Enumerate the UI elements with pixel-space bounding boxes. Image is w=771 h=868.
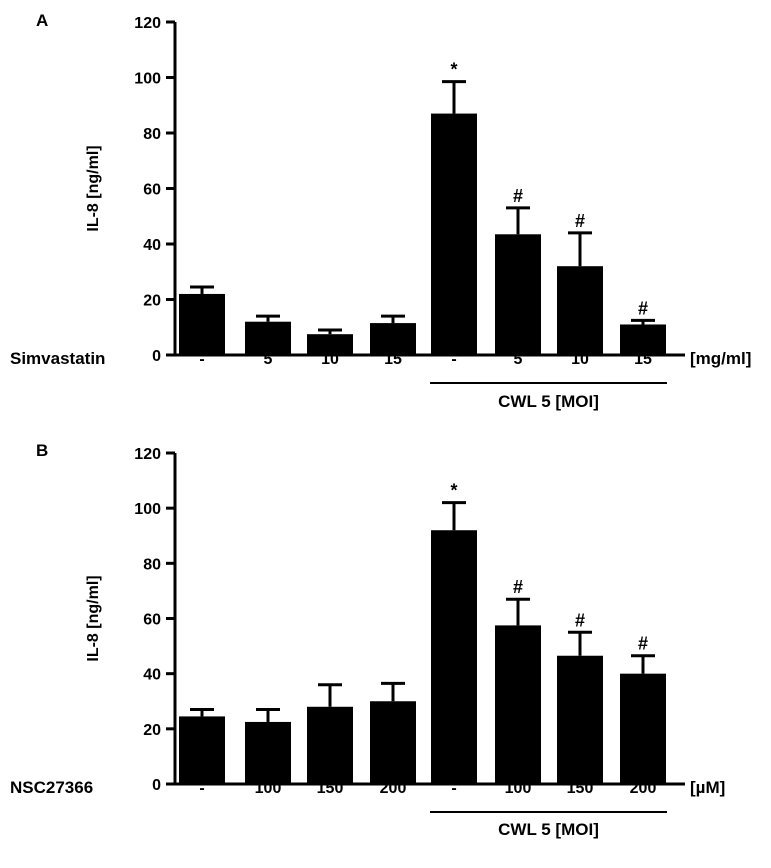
x-tick-label: - <box>199 780 204 797</box>
significance-marker: * <box>450 60 457 80</box>
y-tick-label: 80 <box>143 126 161 143</box>
bar <box>620 673 666 784</box>
x-tick-label: 150 <box>317 780 344 797</box>
x-tick-label: 5 <box>264 351 273 368</box>
significance-marker: * <box>450 481 457 501</box>
x-tick-label: 100 <box>505 780 532 797</box>
significance-marker: # <box>575 610 585 630</box>
bar <box>620 324 666 355</box>
y-axis-label: IL-8 [ng/ml] <box>85 575 102 661</box>
x-tick-label: 150 <box>567 780 594 797</box>
bar <box>370 701 416 784</box>
bar <box>245 321 291 355</box>
bar <box>307 334 353 355</box>
bar <box>179 293 225 355</box>
y-tick-label: 100 <box>134 71 161 88</box>
x-tick-label: 15 <box>634 351 652 368</box>
x-tick-label: 10 <box>571 351 589 368</box>
significance-marker: # <box>513 577 523 597</box>
group-label: CWL 5 [MOI] <box>498 820 599 839</box>
bar <box>370 323 416 355</box>
unit-label: [mg/ml] <box>690 349 751 368</box>
x-tick-label: - <box>199 351 204 368</box>
unit-label: [µM] <box>690 778 725 797</box>
x-tick-label: 15 <box>384 351 402 368</box>
y-tick-label: 20 <box>143 293 161 310</box>
bar <box>245 721 291 784</box>
x-tick-label: 5 <box>514 351 523 368</box>
x-tick-label: 10 <box>321 351 339 368</box>
y-tick-label: 60 <box>143 612 161 629</box>
bar <box>495 625 541 784</box>
x-tick-label: 200 <box>380 780 407 797</box>
x-tick-label: - <box>451 780 456 797</box>
bar <box>557 266 603 355</box>
bar <box>307 706 353 784</box>
y-tick-label: 120 <box>134 446 161 463</box>
y-tick-label: 20 <box>143 722 161 739</box>
y-tick-label: 40 <box>143 237 161 254</box>
significance-marker: # <box>513 186 523 206</box>
y-tick-label: 100 <box>134 501 161 518</box>
bar <box>431 530 477 784</box>
y-tick-label: 0 <box>152 348 161 365</box>
bar <box>179 716 225 784</box>
x-tick-label: - <box>451 351 456 368</box>
y-axis-label: IL-8 [ng/ml] <box>85 145 102 231</box>
treatment-row-label: Simvastatin <box>10 349 105 368</box>
significance-marker: # <box>575 211 585 231</box>
bar <box>431 113 477 355</box>
bar <box>557 655 603 784</box>
panel-label: A <box>36 11 48 30</box>
x-tick-label: 200 <box>630 780 657 797</box>
y-tick-label: 60 <box>143 182 161 199</box>
significance-marker: # <box>638 634 648 654</box>
y-tick-label: 120 <box>134 15 161 32</box>
y-tick-label: 0 <box>152 777 161 794</box>
y-tick-label: 80 <box>143 556 161 573</box>
panel-label: B <box>36 441 48 460</box>
y-tick-label: 40 <box>143 667 161 684</box>
significance-marker: # <box>638 298 648 318</box>
group-label: CWL 5 [MOI] <box>498 392 599 411</box>
x-tick-label: 100 <box>255 780 282 797</box>
treatment-row-label: NSC27366 <box>10 778 93 797</box>
bar <box>495 234 541 355</box>
